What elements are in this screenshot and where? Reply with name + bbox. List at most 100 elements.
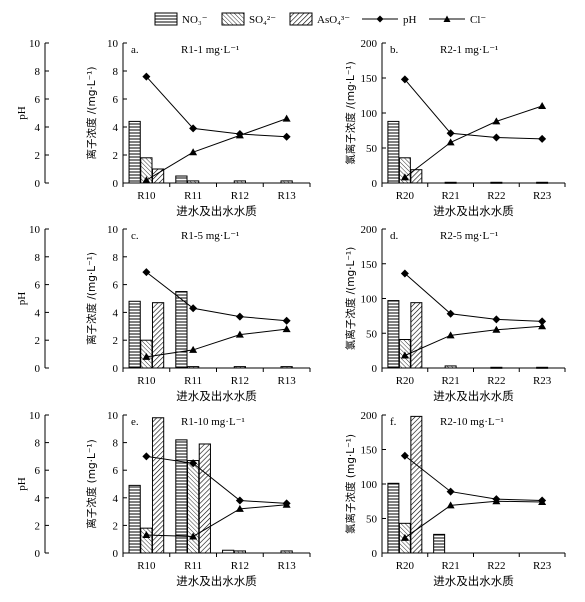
x-axis-label: 进水及出水水质 xyxy=(433,389,514,403)
bar-no3-R20 xyxy=(387,482,400,554)
bar-so4-R13 xyxy=(280,180,293,184)
x-axis-label: 进水及出水水质 xyxy=(433,574,514,588)
point-ph-R21 xyxy=(446,129,455,138)
y-right-axis-label: 氯离子浓度 (mg·L⁻¹) xyxy=(344,434,357,534)
panel-4: 0 50 100 150 200 氯离子浓度 /(mg·L⁻¹) R20 R21 R22 R23 进… xyxy=(344,224,566,403)
y-right-axis-label: 离子浓度 /(mg·L⁻¹) xyxy=(85,252,98,345)
legend-triangle-marker-icon xyxy=(443,15,451,22)
legend-item-cl: Cl⁻ xyxy=(429,14,486,26)
point-ph-R20 xyxy=(400,451,409,460)
bar-so4-R23 xyxy=(536,181,549,184)
bar-so4-R10 xyxy=(140,527,153,554)
x-tick-label: R13 xyxy=(277,560,296,572)
x-tick-label: R23 xyxy=(533,190,552,202)
x-tick-label: R12 xyxy=(231,190,249,202)
x-axis-label: 进水及出水水质 xyxy=(176,389,257,403)
bar-so4-R12 xyxy=(233,366,246,369)
point-cl-R11 xyxy=(189,345,198,353)
y-right-tick-label: 10 xyxy=(107,38,119,50)
x-tick-label: R22 xyxy=(487,560,505,572)
legend: NO₃⁻ SO₄²⁻ AsO₄³⁻ pH Cl⁻ xyxy=(154,12,486,26)
point-ph-R21 xyxy=(446,487,455,496)
x-tick-label: R20 xyxy=(396,375,415,387)
bar-no3-R12 xyxy=(222,549,235,554)
point-ph-R13 xyxy=(282,316,291,325)
y-right-tick-label: 2 xyxy=(113,520,119,532)
x-tick-label: R20 xyxy=(396,560,415,572)
y-right-tick-label: 0 xyxy=(113,363,119,375)
line-cl xyxy=(146,118,287,181)
y-left-tick-label: 2 xyxy=(35,335,41,347)
bar-aso4-R20 xyxy=(410,169,423,184)
line-ph xyxy=(146,271,287,322)
y-right-tick-label: 0 xyxy=(372,178,378,190)
legend-swatch-aso4 xyxy=(289,12,313,26)
bar-so4-R11 xyxy=(187,180,200,184)
y-left-tick-label: 2 xyxy=(35,150,41,162)
y-left-tick-label: 10 xyxy=(29,38,41,50)
point-cl-R20 xyxy=(400,351,409,359)
line-cl xyxy=(404,500,543,539)
line-ph xyxy=(404,79,543,140)
y-right-tick-label: 100 xyxy=(361,479,378,491)
panel-2: 0 50 100 150 200 氯离子浓度 /(mg·L⁻¹) R20 R21 R22 R23 进… xyxy=(344,38,566,218)
point-cl-R11 xyxy=(189,532,198,540)
y-left-tick-label: 10 xyxy=(29,410,41,422)
y-right-tick-label: 6 xyxy=(113,465,119,477)
point-cl-R21 xyxy=(446,138,455,146)
point-cl-R13 xyxy=(282,500,291,508)
y-left-tick-label: 8 xyxy=(35,66,41,78)
y-left-tick-label: 10 xyxy=(29,224,41,236)
y-right-tick-label: 50 xyxy=(366,143,378,155)
point-ph-R20 xyxy=(400,75,409,84)
bar-so4-R13 xyxy=(280,550,293,554)
panel-title: R1-10 mg·L⁻¹ xyxy=(181,416,245,428)
x-tick-label: R21 xyxy=(441,190,459,202)
y-right-tick-label: 10 xyxy=(107,410,119,422)
legend-item-no3: NO₃⁻ xyxy=(154,12,208,26)
bar-aso4-R20 xyxy=(410,415,423,554)
y-right-tick-label: 100 xyxy=(361,108,378,120)
point-cl-R12 xyxy=(235,131,244,139)
panel-1: 0 2 4 6 8 10 pH 0 2 4 6 8 10 离子浓度 /(mg·L⁻¹) R10 R11 R12 R… xyxy=(16,38,311,218)
bar-so4-R22 xyxy=(490,181,503,184)
point-cl-R20 xyxy=(400,533,409,541)
y-right-tick-label: 150 xyxy=(361,445,378,457)
x-tick-label: R23 xyxy=(533,560,552,572)
x-tick-label: R10 xyxy=(137,375,156,387)
line-ph xyxy=(146,76,287,138)
panel-3: 0 2 4 6 8 10 pH 0 2 4 6 8 10 离子浓度 /(mg·L⁻¹) R10 R11 R12 R… xyxy=(16,224,311,403)
legend-diamond-marker-icon xyxy=(376,15,384,23)
y-right-tick-label: 10 xyxy=(107,224,119,236)
point-ph-R10 xyxy=(142,452,151,461)
panel-6: 0 50 100 150 200 氯离子浓度 (mg·L⁻¹) R20 R21 R22 R23 进水… xyxy=(344,410,566,588)
point-ph-R23 xyxy=(538,317,547,326)
y-right-tick-label: 50 xyxy=(366,328,378,340)
point-ph-R20 xyxy=(400,269,409,278)
y-right-tick-label: 8 xyxy=(113,438,119,450)
line-cl xyxy=(146,504,287,537)
line-cl xyxy=(146,328,287,358)
bar-no3-R20 xyxy=(387,120,400,184)
legend-label-so4: SO₄²⁻ xyxy=(249,14,276,26)
legend-label-aso4: AsO₄³⁻ xyxy=(317,14,350,26)
y-right-tick-label: 0 xyxy=(372,548,378,560)
y-right-tick-label: 4 xyxy=(113,493,119,505)
bar-aso4-R11 xyxy=(198,443,211,554)
x-tick-label: R13 xyxy=(277,190,296,202)
panel-label: e. xyxy=(131,416,139,428)
x-axis-label: 进水及出水水质 xyxy=(433,204,514,218)
point-ph-R22 xyxy=(492,133,501,142)
point-cl-R21 xyxy=(446,501,455,509)
line-ph xyxy=(404,455,543,502)
point-ph-R11 xyxy=(189,124,198,133)
point-cl-R23 xyxy=(538,322,547,330)
x-tick-label: R21 xyxy=(441,375,459,387)
x-tick-label: R11 xyxy=(184,190,202,202)
y-left-tick-label: 0 xyxy=(35,363,41,375)
y-right-tick-label: 2 xyxy=(113,335,119,347)
legend-item-aso4: AsO₄³⁻ xyxy=(289,12,350,26)
x-axis-label: 进水及出水水质 xyxy=(176,574,257,588)
y-left-tick-label: 8 xyxy=(35,252,41,264)
point-ph-R11 xyxy=(189,459,198,468)
